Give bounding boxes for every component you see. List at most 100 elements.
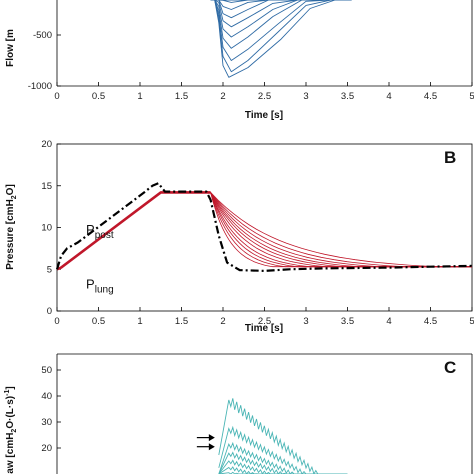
panel-b-xtick: 4.5 [424, 307, 437, 327]
panel-b-x-ticks: 0 0.5 1 1.5 2 2.5 3 3.5 4 4.5 5 [54, 307, 474, 327]
panel-a-xtick-label: 0.5 [92, 91, 105, 102]
panel-a-xtick-label: 5 [469, 91, 474, 102]
panel-c-resistance-curve [218, 441, 348, 474]
panel-b-xtick: 3.5 [341, 307, 354, 327]
panel-a-xlabel: Time [s] [245, 110, 283, 121]
arrow-annotation [196, 434, 215, 442]
panel-a-flow-curve [210, 0, 344, 28]
panel-b-xlabel: Time [s] [245, 323, 283, 334]
panel-c-y-ticks: 20 30 40 50 [41, 365, 61, 454]
panel-c-ylabel-sup: -1 [4, 390, 11, 396]
panel-a-xtick-label: 2.5 [258, 91, 271, 102]
panel-a-flow-curve [210, 0, 352, 78]
panel-b-decay-curve [210, 192, 472, 268]
panel-b-decay-curve [210, 192, 472, 268]
panel-b-ytick: 15 [41, 181, 61, 192]
panel-b-ylabel-pre: Pressure [cmH [5, 199, 16, 270]
panel-a-series [210, 0, 352, 78]
panel-b-ytick-label: 0 [47, 306, 52, 317]
panel-b-ytick: 10 [41, 223, 61, 234]
panel-a-xtick: 1.5 [175, 82, 188, 102]
panel-b-decay-curve [210, 192, 472, 268]
panel-b-xtick: 1 [137, 307, 143, 327]
p-post-sub: post [95, 230, 114, 241]
panel-b-decay-curve [210, 192, 472, 268]
panel-b-xtick: 0 [54, 307, 60, 327]
panel-b-xtick-label: 4.5 [424, 316, 437, 327]
panel-b-ylabel: Pressure [cmH2O] [5, 184, 18, 270]
panel-a-xtick-label: 1.5 [175, 91, 188, 102]
p-post-annotation: Ppost [86, 222, 114, 241]
p-lung-main: P [86, 276, 95, 291]
panel-c-ytick: 30 [41, 417, 61, 428]
panel-b-xtick-label: 4 [386, 316, 391, 327]
panel-c-ytick-label: 20 [41, 443, 52, 454]
p-post-main: P [86, 222, 95, 237]
panel-a-flow-curve [210, 0, 348, 49]
p-lung-sub: lung [95, 284, 114, 295]
panel-b-xtick-label: 2 [220, 316, 225, 327]
panel-b: 0 5 10 15 20 0 0.5 1 1.5 2 2.5 3 3.5 4 4.5 5 B Ppost P… [5, 139, 474, 334]
panel-a-xtick-label: 0 [54, 91, 59, 102]
panel-a-y-ticks: -500 -1000 [28, 30, 61, 92]
panel-c-ytick: 40 [41, 391, 61, 402]
panel-c-resistance-curve [218, 398, 348, 474]
panel-a-xtick-label: 3.5 [341, 91, 354, 102]
panel-a-xtick-label: 2 [220, 91, 225, 102]
panel-a-xtick: 5 [469, 82, 474, 102]
panel-b-xtick: 4 [386, 307, 392, 327]
panel-b-xtick-label: 0 [54, 316, 59, 327]
panel-b-decay-curve [210, 192, 472, 268]
panel-a-ytick-label: -500 [33, 30, 52, 41]
panel-a-xtick-label: 4.5 [424, 91, 437, 102]
panel-b-xtick-label: 2.5 [258, 316, 271, 327]
panel-a-xtick: 0 [54, 82, 60, 102]
panel-c-ylabel: aw [cmH2O·(L·s)-1] [4, 386, 18, 473]
panel-c-ytick-label: 40 [41, 391, 52, 402]
arrow-head [208, 434, 215, 442]
panel-b-decay-curve [210, 192, 472, 268]
panel-b-frame [56, 143, 473, 312]
panel-b-ytick-label: 5 [47, 264, 52, 275]
panel-a-xtick: 3.5 [341, 82, 354, 102]
panel-a-ytick-label: -1000 [28, 81, 52, 92]
panel-a-xtick-label: 1 [137, 91, 142, 102]
panel-b-xtick: 1.5 [175, 307, 188, 327]
panel-b-ytick-label: 20 [41, 139, 52, 150]
panel-a-xtick: 4 [386, 82, 392, 102]
panel-b-decay-curve [210, 192, 472, 268]
p-post-line [55, 182, 473, 272]
panel-b-xtick: 3 [303, 307, 309, 327]
panel-c-series [218, 398, 348, 474]
panel-b-ytick-label: 15 [41, 181, 52, 192]
panel-a-xtick: 2 [220, 82, 226, 102]
panel-c-ylabel-post: O·(L·s) [5, 396, 16, 429]
panel-a-xtick-label: 3 [303, 91, 308, 102]
arrow-annotation [196, 443, 215, 451]
panel-b-xtick-label: 1 [137, 316, 142, 327]
panel-c-ylabel-end: ] [5, 386, 16, 389]
panel-c-ylabel-pre: aw [cmH [5, 433, 16, 474]
panel-b-xtick: 0.5 [92, 307, 105, 327]
panel-a-xtick: 1 [137, 82, 143, 102]
panel-a-xtick: 0.5 [92, 82, 105, 102]
panel-a-flow-curve [210, 0, 352, 73]
p-lung-line [56, 191, 211, 271]
panel-a-ytick: -500 [33, 30, 61, 41]
panel-a-ytick: -1000 [28, 81, 61, 92]
panel-a-flow-curve [210, 0, 344, 38]
panel-a-x-ticks: 0 0.5 1 1.5 2 2.5 3 3.5 4 4.5 5 [54, 82, 474, 102]
panel-b-ylabel-sub: 2 [11, 195, 18, 199]
panel-b-xtick-label: 3 [303, 316, 308, 327]
panel-b-ytick-label: 10 [41, 223, 52, 234]
panel-b-decay-curve [210, 192, 472, 268]
panel-b-letter: B [444, 148, 456, 167]
panel-b-decay-curve [210, 192, 472, 268]
panel-c-ytick: 50 [41, 365, 61, 376]
panel-b-xtick-label: 0.5 [92, 316, 105, 327]
panel-c-ylabel-sub: 2 [11, 429, 18, 433]
panel-b-ytick: 0 [47, 306, 61, 317]
panel-b-ylabel-post: O] [5, 184, 16, 195]
panel-b-xtick: 2 [220, 307, 226, 327]
